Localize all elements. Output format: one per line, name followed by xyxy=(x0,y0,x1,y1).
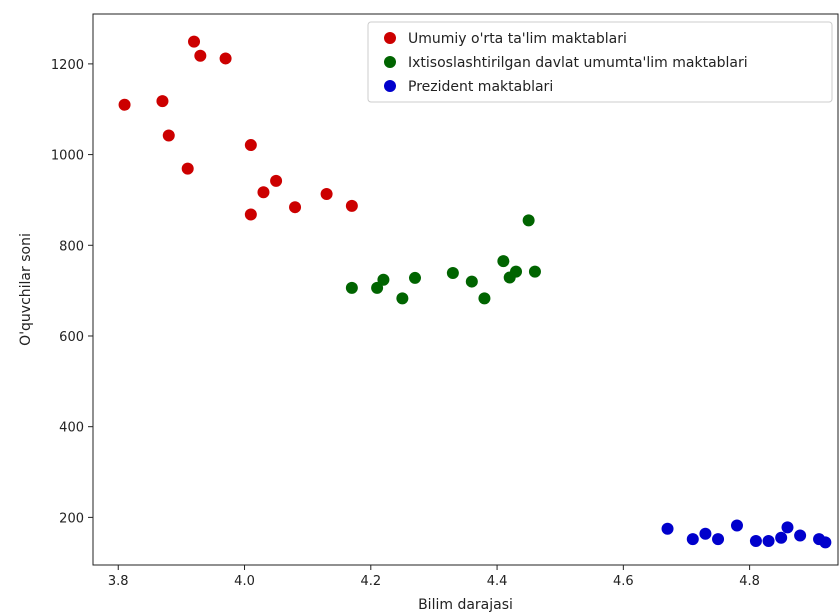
data-point-prezident xyxy=(730,519,743,532)
chart-marks xyxy=(118,35,832,549)
data-point-prezident xyxy=(699,527,712,540)
data-point-umumiy xyxy=(194,49,207,62)
x-tick-label: 4.4 xyxy=(487,574,508,589)
data-point-ixtisoslashtirilgan xyxy=(465,275,478,288)
data-point-umumiy xyxy=(289,201,302,214)
x-axis-label: Bilim darajasi xyxy=(418,597,513,613)
y-tick-label: 600 xyxy=(59,330,84,345)
legend-marker-umumiy xyxy=(384,32,396,44)
y-axis: 200 400 600 800 1000 1200 xyxy=(51,58,93,526)
data-point-umumiy xyxy=(244,139,257,152)
legend: Umumiy o'rta ta'lim maktablari Ixtisosla… xyxy=(367,21,833,103)
data-point-umumiy xyxy=(188,35,201,48)
legend-marker-prezident xyxy=(384,80,396,92)
data-point-prezident xyxy=(781,521,794,534)
plot-frame xyxy=(92,13,839,566)
y-tick-label: 400 xyxy=(59,421,84,436)
legend-label-prezident: Prezident maktablari xyxy=(408,79,553,95)
x-tick-label: 4.8 xyxy=(739,574,760,589)
data-point-prezident xyxy=(775,531,788,544)
data-point-ixtisoslashtirilgan xyxy=(497,255,510,268)
data-point-prezident xyxy=(712,533,725,546)
data-point-umumiy xyxy=(219,52,232,65)
y-tick-label: 200 xyxy=(59,511,84,526)
data-point-umumiy xyxy=(244,208,257,221)
x-tick-label: 4.0 xyxy=(234,574,255,589)
data-point-ixtisoslashtirilgan xyxy=(510,265,523,278)
x-tick-label: 3.8 xyxy=(108,574,129,589)
data-point-umumiy xyxy=(181,162,194,175)
x-tick-label: 4.2 xyxy=(360,574,381,589)
data-point-umumiy xyxy=(156,95,169,108)
data-point-ixtisoslashtirilgan xyxy=(478,292,491,305)
data-point-ixtisoslashtirilgan xyxy=(377,273,390,286)
data-point-umumiy xyxy=(270,174,283,187)
data-point-prezident xyxy=(686,533,699,546)
data-point-umumiy xyxy=(345,199,358,212)
y-tick-label: 1000 xyxy=(51,149,84,164)
data-point-prezident xyxy=(794,529,807,542)
data-point-umumiy xyxy=(162,129,175,142)
data-point-prezident xyxy=(749,534,762,547)
data-point-ixtisoslashtirilgan xyxy=(396,292,409,305)
legend-box xyxy=(367,21,833,103)
legend-marker-ixtisoslashtirilgan xyxy=(384,56,396,68)
data-point-ixtisoslashtirilgan xyxy=(446,266,459,279)
x-axis: 3.8 4.0 4.2 4.4 4.6 4.8 xyxy=(108,565,760,589)
x-tick-label: 4.6 xyxy=(613,574,634,589)
data-point-ixtisoslashtirilgan xyxy=(528,265,541,278)
data-point-ixtisoslashtirilgan xyxy=(408,271,421,284)
data-point-umumiy xyxy=(320,188,333,201)
legend-label-umumiy: Umumiy o'rta ta'lim maktablari xyxy=(408,31,627,47)
data-point-prezident xyxy=(661,522,674,535)
data-point-umumiy xyxy=(257,186,270,199)
y-axis-label: O'quvchilar soni xyxy=(18,233,34,346)
data-point-ixtisoslashtirilgan xyxy=(371,281,384,294)
y-tick-label: 1200 xyxy=(51,58,84,73)
data-point-umumiy xyxy=(118,98,131,111)
data-point-prezident xyxy=(762,534,775,547)
data-point-ixtisoslashtirilgan xyxy=(345,281,358,294)
data-point-prezident xyxy=(819,536,832,549)
y-tick-label: 800 xyxy=(59,239,84,254)
legend-label-ixtisoslashtirilgan: Ixtisoslashtirilgan davlat umumta'lim ma… xyxy=(408,55,748,71)
data-point-ixtisoslashtirilgan xyxy=(522,214,535,227)
